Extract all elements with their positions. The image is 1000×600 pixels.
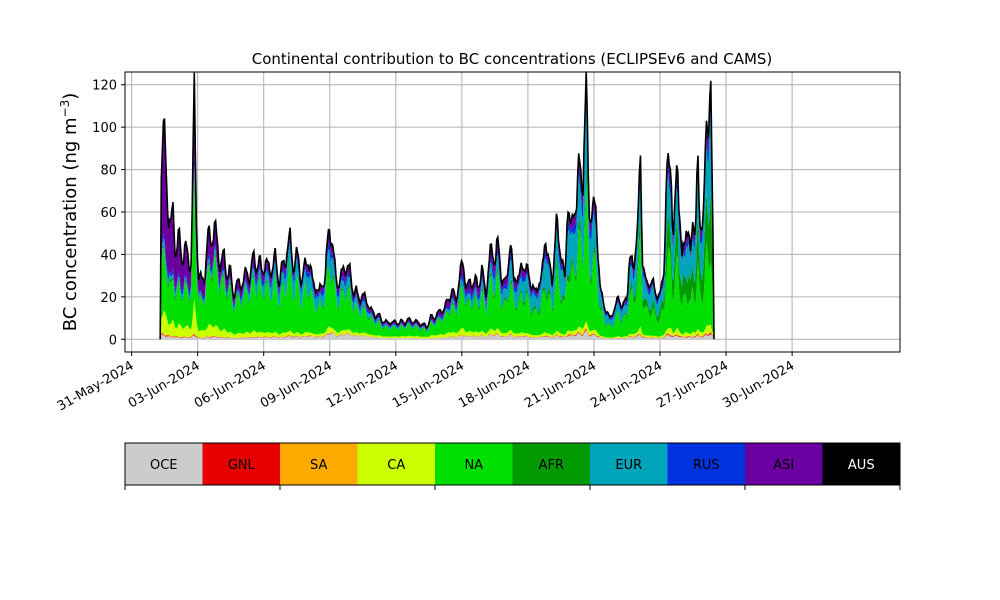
legend-label: AFR bbox=[539, 458, 564, 473]
legend-label: AUS bbox=[848, 458, 875, 473]
legend-frame bbox=[124, 442, 901, 486]
y-tick-label: 80 bbox=[100, 164, 117, 179]
legend-label: EUR bbox=[615, 458, 642, 473]
legend-label: NA bbox=[464, 458, 483, 473]
x-tick-label: 15-Jun-2024 bbox=[390, 358, 467, 411]
y-tick-label: 0 bbox=[109, 333, 117, 348]
y-tick-label: 20 bbox=[100, 291, 117, 306]
y-tick-label: 100 bbox=[92, 121, 117, 136]
y-tick-label: 120 bbox=[92, 79, 117, 94]
legend-label: CA bbox=[387, 458, 405, 473]
legend-swatch bbox=[512, 443, 590, 485]
legend-swatch bbox=[125, 443, 203, 485]
y-tick-label: 60 bbox=[100, 206, 117, 221]
x-tick-label: 12-Jun-2024 bbox=[324, 358, 401, 411]
y-tick-label: 40 bbox=[100, 248, 117, 263]
y-axis-ticks: 0 20 40 60 80 100 120 bbox=[92, 79, 125, 348]
legend-item-ca: CA bbox=[357, 443, 435, 485]
legend-swatch bbox=[822, 443, 900, 485]
region-colorbar-legend: OCE GNL SA CA NA AFR EUR RUS ASI AUS bbox=[124, 442, 901, 490]
x-tick-label: 27-Jun-2024 bbox=[654, 358, 731, 411]
total-outline-line bbox=[159, 71, 715, 340]
legend-item-rus: RUS bbox=[667, 443, 745, 485]
legend-swatch bbox=[202, 443, 280, 485]
area-series-eur bbox=[160, 101, 714, 340]
x-tick-label: 24-Jun-2024 bbox=[588, 358, 665, 411]
x-tick-label: 21-Jun-2024 bbox=[522, 358, 599, 411]
legend-swatch bbox=[435, 443, 513, 485]
y-axis-label-sup: −3 bbox=[58, 100, 72, 118]
legend-swatch bbox=[667, 443, 745, 485]
area-series-ca bbox=[160, 298, 714, 340]
legend-swatch bbox=[745, 443, 823, 485]
legend-item-oce: OCE bbox=[125, 443, 203, 485]
chart-title: Continental contribution to BC concentra… bbox=[252, 50, 773, 68]
legend-item-gnl: GNL bbox=[202, 443, 280, 485]
stacked-areas bbox=[160, 71, 714, 340]
legend-label: GNL bbox=[228, 458, 256, 473]
total-outline bbox=[159, 71, 715, 340]
legend-label: RUS bbox=[693, 458, 720, 473]
plot-area: 0 20 40 60 80 100 120 31-May-202403-Jun-202406… bbox=[55, 71, 901, 414]
legend-swatch bbox=[590, 443, 668, 485]
area-series-na bbox=[160, 177, 714, 340]
x-tick-label: 31-May-2024 bbox=[55, 358, 137, 414]
x-tick-label: 09-Jun-2024 bbox=[258, 358, 335, 411]
legend-swatch bbox=[357, 443, 435, 485]
legend-label: ASI bbox=[773, 458, 794, 473]
legend-swatch bbox=[280, 443, 358, 485]
y-axis-label-main: BC concentration (ng m bbox=[60, 117, 81, 331]
x-tick-label: 30-Jun-2024 bbox=[720, 358, 797, 411]
legend-item-na: NA bbox=[435, 443, 513, 485]
x-tick-label: 18-Jun-2024 bbox=[456, 358, 533, 411]
legend-item-sa: SA bbox=[280, 443, 358, 485]
y-axis-label-close: ) bbox=[60, 93, 81, 100]
legend-item-eur: EUR bbox=[590, 443, 668, 485]
legend-label: SA bbox=[310, 458, 327, 473]
legend-label: OCE bbox=[150, 458, 178, 473]
legend-item-aus: AUS bbox=[822, 443, 900, 485]
x-tick-label: 03-Jun-2024 bbox=[126, 358, 203, 411]
legend-item-afr: AFR bbox=[512, 443, 590, 485]
legend-item-asi: ASI bbox=[745, 443, 823, 485]
y-axis-label: BC concentration (ng m−3) bbox=[58, 93, 81, 332]
x-axis-ticks: 31-May-202403-Jun-202406-Jun-202409-Jun-… bbox=[55, 352, 797, 414]
x-tick-label: 06-Jun-2024 bbox=[192, 358, 269, 411]
area-series-oce bbox=[160, 330, 714, 340]
